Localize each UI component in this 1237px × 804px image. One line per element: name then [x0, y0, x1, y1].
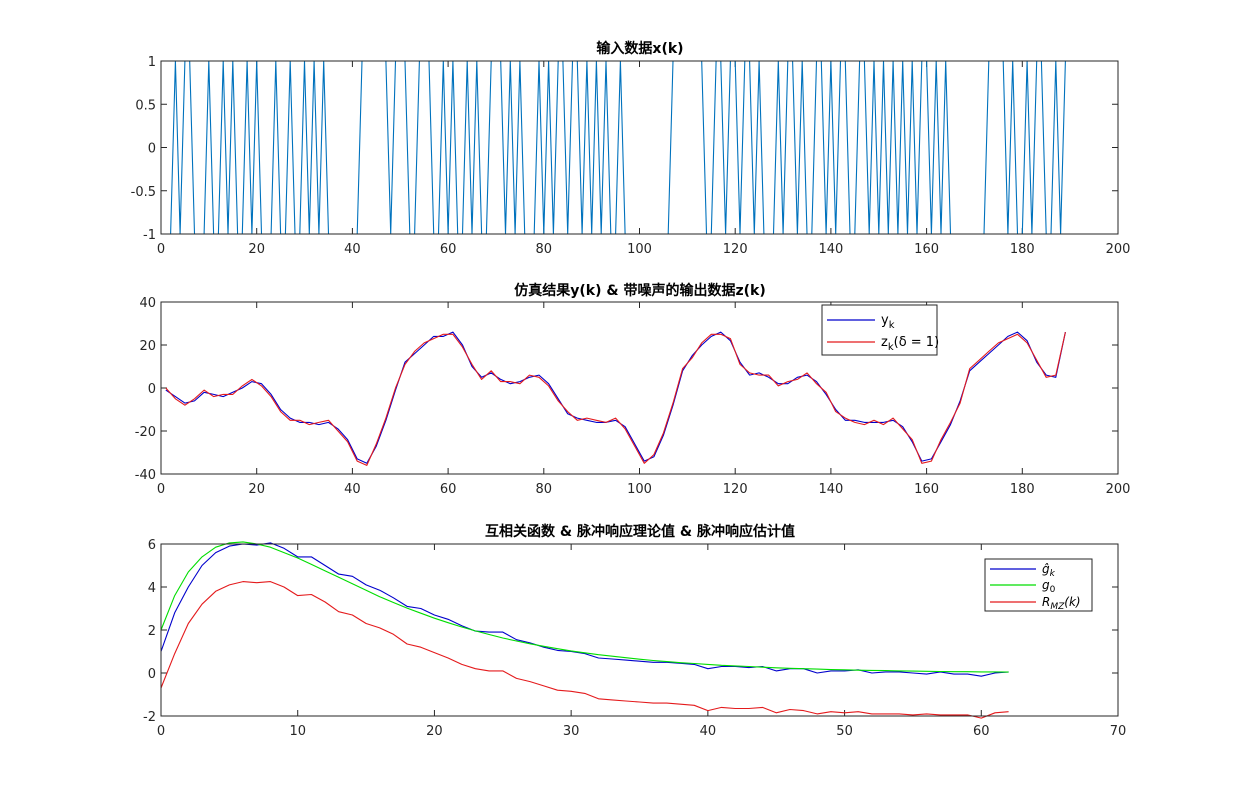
legend-label-ghat: ĝk	[1042, 562, 1056, 579]
subplot-output-frame	[160, 301, 1119, 475]
y-tick-label: -20	[135, 425, 156, 440]
legend-label-yk-main: y	[881, 313, 889, 328]
x-tick-label: 20	[248, 482, 265, 497]
y-tick-label: -0.5	[131, 185, 156, 200]
subplot-output-axes	[161, 302, 1118, 474]
y-tick-label: -2	[143, 710, 156, 725]
legend-label-ghat-sub: k	[1050, 569, 1056, 579]
subplot-input-ticks: 0 20 40 60 80 100 120 140 160 180 200 -1 -0.5 0 0.5 1	[131, 55, 1131, 257]
x-tick-label: 180	[1010, 482, 1035, 497]
series-line-2	[165, 331, 1066, 466]
legend-label-ghat-main: ĝ	[1042, 562, 1050, 576]
x-tick-label: 160	[914, 242, 939, 257]
legend-label-g0-main: g	[1042, 578, 1050, 592]
y-tick-label: -1	[143, 228, 156, 243]
subplot-input-frame	[160, 60, 1119, 235]
y-tick-label: 20	[139, 339, 156, 354]
legend-label-rmz: RMZ(k)	[1042, 595, 1081, 612]
subplot-output: 仿真结果y(k) & 带噪声的输出数据z(k) 0 20 40 60 80 100 120 1…	[135, 282, 1131, 497]
x-tick-label: 20	[426, 724, 443, 739]
legend-label-zk-rest: (δ = 1)	[894, 335, 940, 350]
legend-label-zk: zk(δ = 1)	[881, 335, 939, 353]
x-tick-label: 70	[1110, 724, 1127, 739]
subplot-output-lines	[165, 331, 1066, 466]
subplot-input: 输入数据x(k) 0 20 40 60 80 100 120 140 160 180 200 -1 -0…	[131, 40, 1131, 257]
subplot-impulse-lines	[160, 541, 1009, 719]
y-tick-label: 0.5	[135, 98, 156, 113]
y-tick-label: 1	[148, 55, 156, 70]
y-tick-label: 6	[148, 538, 156, 553]
x-tick-label: 60	[440, 482, 457, 497]
x-tick-label: 120	[723, 482, 748, 497]
subplot-input-axes	[161, 61, 1118, 234]
subplot-impulse-axes	[161, 544, 1118, 716]
x-tick-label: 80	[536, 482, 553, 497]
y-tick-label: 0	[148, 142, 156, 157]
x-tick-label: 0	[157, 482, 165, 497]
x-tick-label: 60	[440, 242, 457, 257]
x-tick-label: 160	[914, 482, 939, 497]
x-tick-label: 20	[248, 242, 265, 257]
series-line-2	[160, 541, 1009, 673]
x-tick-label: 30	[563, 724, 580, 739]
legend-label-rmz-main: R	[1042, 595, 1050, 609]
x-tick-label: 100	[627, 242, 652, 257]
subplot-impulse-title: 互相关函数 & 脉冲响应理论值 & 脉冲响应估计值	[485, 523, 795, 540]
x-tick-label: 140	[818, 482, 843, 497]
series-line-3	[160, 581, 1009, 719]
x-tick-label: 200	[1106, 242, 1131, 257]
legend-label-rmz-rest: (k)	[1064, 595, 1080, 609]
subplot-impulse-frame	[160, 543, 1119, 717]
subplot-input-title: 输入数据x(k)	[596, 40, 683, 57]
x-tick-label: 180	[1010, 242, 1035, 257]
x-tick-label: 50	[836, 724, 853, 739]
subplot-impulse: 互相关函数 & 脉冲响应理论值 & 脉冲响应估计值 0 10 20 30 40 50 60 7…	[143, 523, 1126, 739]
legend-label-rmz-sub: MZ	[1050, 602, 1065, 612]
x-tick-label: 0	[157, 242, 165, 257]
x-tick-label: 40	[700, 724, 717, 739]
subplot-output-title: 仿真结果y(k) & 带噪声的输出数据z(k)	[514, 282, 765, 299]
x-tick-label: 100	[627, 482, 652, 497]
subplot-output-ticks: 0 20 40 60 80 100 120 140 160 180 200 -40 -20 0 20 40	[135, 296, 1131, 497]
y-tick-label: 0	[148, 382, 156, 397]
y-tick-label: -40	[135, 468, 156, 483]
x-tick-label: 0	[157, 724, 165, 739]
y-tick-label: 4	[148, 581, 156, 596]
subplot-impulse-legend: ĝk g0 RMZ(k)	[984, 558, 1093, 612]
x-tick-label: 80	[536, 242, 553, 257]
subplot-output-legend: yk zk(δ = 1)	[821, 304, 939, 356]
y-tick-label: 40	[139, 296, 156, 311]
legend-label-g0: g0	[1042, 578, 1056, 595]
x-tick-label: 40	[344, 242, 361, 257]
x-tick-label: 120	[723, 242, 748, 257]
y-tick-label: 2	[148, 624, 156, 639]
series-line-1	[160, 542, 1009, 677]
x-tick-label: 140	[818, 242, 843, 257]
legend-label-yk-sub: k	[889, 320, 895, 331]
x-tick-label: 200	[1106, 482, 1131, 497]
legend-box	[821, 304, 938, 356]
x-tick-label: 60	[973, 724, 990, 739]
y-tick-label: 0	[148, 667, 156, 682]
legend-label-zk-sub: k	[888, 342, 894, 353]
legend-label-g0-sub: 0	[1050, 585, 1056, 595]
x-tick-label: 10	[289, 724, 306, 739]
x-tick-label: 40	[344, 482, 361, 497]
legend-label-zk-main: z	[881, 335, 888, 350]
legend-label-yk: yk	[881, 313, 895, 331]
